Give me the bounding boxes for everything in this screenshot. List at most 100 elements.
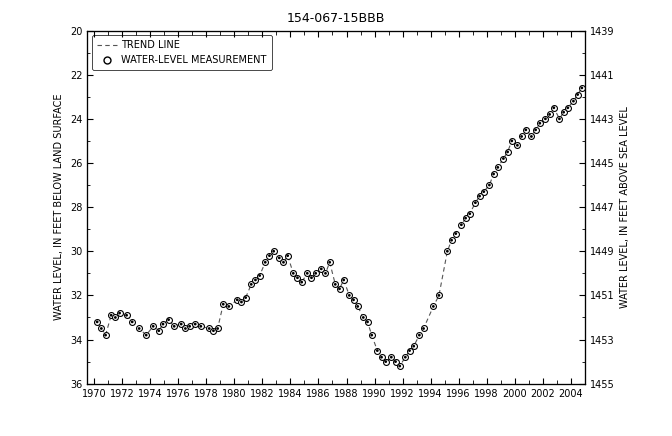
Point xyxy=(254,272,265,279)
Point xyxy=(380,358,391,365)
Point xyxy=(153,327,164,334)
Point xyxy=(260,259,271,266)
Point xyxy=(386,354,396,361)
Point xyxy=(414,332,425,339)
Point xyxy=(196,323,206,330)
Point xyxy=(577,85,587,92)
Point xyxy=(148,323,159,330)
Point xyxy=(153,327,164,334)
Point xyxy=(474,193,485,200)
Point xyxy=(296,279,307,286)
Point xyxy=(260,259,271,266)
Point xyxy=(404,347,415,354)
Point xyxy=(163,316,174,323)
Point xyxy=(520,126,531,133)
Point xyxy=(512,142,523,149)
Point xyxy=(246,281,257,288)
Point xyxy=(573,91,583,98)
Point xyxy=(141,332,152,339)
Point xyxy=(493,164,503,171)
Point xyxy=(320,270,331,277)
Point xyxy=(478,188,489,195)
Point xyxy=(296,279,307,286)
Point xyxy=(92,318,103,325)
Point xyxy=(376,354,387,361)
Point xyxy=(110,314,121,321)
Point xyxy=(114,310,125,317)
Point xyxy=(246,281,257,288)
Point xyxy=(158,320,169,327)
Point xyxy=(489,170,499,177)
Point xyxy=(376,354,387,361)
Point xyxy=(204,325,214,332)
Point xyxy=(478,188,489,195)
Point xyxy=(180,325,191,332)
Point xyxy=(390,358,401,365)
Point xyxy=(310,270,321,277)
Point xyxy=(493,164,503,171)
Point xyxy=(400,354,411,361)
Point xyxy=(268,248,279,255)
Point xyxy=(428,303,439,310)
Point xyxy=(241,294,251,301)
Point xyxy=(110,314,121,321)
Point xyxy=(325,259,335,266)
Point xyxy=(250,276,261,283)
Point xyxy=(134,325,144,332)
Point xyxy=(394,363,405,370)
Point xyxy=(100,332,111,339)
Point xyxy=(184,323,195,330)
Point xyxy=(127,318,138,325)
Point xyxy=(558,109,569,116)
Point xyxy=(534,120,545,127)
Point xyxy=(526,133,537,140)
Point xyxy=(502,148,513,155)
Point xyxy=(498,155,509,162)
Point xyxy=(489,170,499,177)
Point xyxy=(507,137,517,144)
Point xyxy=(169,323,179,330)
Point xyxy=(358,314,369,321)
Point xyxy=(470,199,480,206)
Point xyxy=(241,294,251,301)
Point xyxy=(196,323,206,330)
Point xyxy=(548,104,559,111)
Point xyxy=(568,98,579,105)
Y-axis label: WATER LEVEL, IN FEET ABOVE SEA LEVEL: WATER LEVEL, IN FEET ABOVE SEA LEVEL xyxy=(620,106,630,308)
Point xyxy=(134,325,144,332)
Point xyxy=(460,215,471,221)
Point xyxy=(224,303,235,310)
Point xyxy=(254,272,265,279)
Point xyxy=(208,327,219,334)
Point xyxy=(474,193,485,200)
Point xyxy=(232,296,243,303)
Point xyxy=(236,299,247,306)
Point xyxy=(148,323,159,330)
Point xyxy=(433,292,444,299)
Point xyxy=(433,292,444,299)
Point xyxy=(92,318,103,325)
Point xyxy=(352,303,363,310)
Point xyxy=(306,274,317,281)
Point xyxy=(460,215,471,221)
Point xyxy=(362,318,373,325)
Point xyxy=(338,276,349,283)
Point xyxy=(442,248,453,255)
Point xyxy=(562,104,573,111)
Point xyxy=(386,354,396,361)
Point xyxy=(498,155,509,162)
Point xyxy=(404,347,415,354)
Point xyxy=(446,237,457,244)
Point xyxy=(502,148,513,155)
Point xyxy=(450,230,461,237)
Point xyxy=(302,270,312,277)
Point xyxy=(554,115,564,122)
Point xyxy=(372,347,382,354)
Point xyxy=(127,318,138,325)
Point xyxy=(456,221,467,228)
Point xyxy=(158,320,169,327)
Point xyxy=(344,292,355,299)
Point xyxy=(169,323,179,330)
Point xyxy=(208,327,219,334)
Point xyxy=(268,248,279,255)
